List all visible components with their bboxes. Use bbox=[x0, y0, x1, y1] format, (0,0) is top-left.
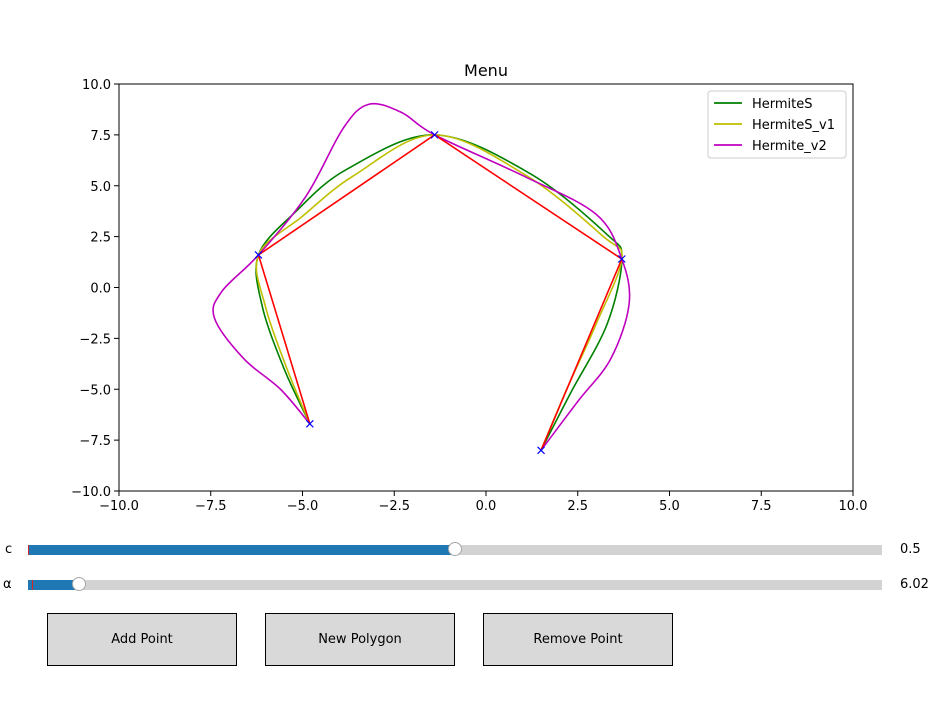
control-polygon bbox=[257, 133, 623, 451]
y-tick-label: −7.5 bbox=[79, 434, 111, 449]
x-tick-label: 10.0 bbox=[839, 499, 868, 514]
control-point-marker bbox=[430, 130, 439, 139]
axes-frame bbox=[118, 83, 854, 492]
y-tick-label: 5.0 bbox=[90, 180, 111, 195]
x-tick-label: 7.5 bbox=[751, 499, 772, 514]
plot-area bbox=[212, 102, 631, 455]
y-tick-label: 10.0 bbox=[82, 78, 111, 93]
slider-alpha-value: 6.02 bbox=[900, 577, 929, 592]
x-tick-label: 0.0 bbox=[476, 499, 497, 514]
marker-stroke bbox=[305, 419, 314, 428]
plot-figure: Menu −10.0 −7.5 −5.0 −2.5 0.0 2.5 5.0 7.5 10.0−1… bbox=[71, 61, 867, 514]
marker-stroke bbox=[254, 251, 263, 259]
legend: HermiteS HermiteS_v1 Hermite_v2 bbox=[707, 90, 847, 159]
x-tick-label: 5.0 bbox=[659, 499, 680, 514]
y-tick-label: 2.5 bbox=[90, 231, 111, 246]
add-point-button[interactable]: Add Point bbox=[47, 613, 237, 666]
slider-c-handle[interactable] bbox=[448, 542, 462, 556]
y-tick-label: −10.0 bbox=[71, 485, 111, 500]
slider-c-fill bbox=[28, 545, 455, 555]
series-line-hermite-v2 bbox=[212, 102, 631, 451]
x-tick-label: −7.5 bbox=[195, 499, 227, 514]
legend-entry: HermiteS bbox=[752, 97, 813, 112]
x-tick-label: 2.5 bbox=[567, 499, 588, 514]
slider-alpha-label: α bbox=[3, 577, 12, 592]
control-point-marker bbox=[537, 446, 545, 455]
x-tick-label: −2.5 bbox=[378, 499, 410, 514]
axis-ticks: −10.0 −7.5 −5.0 −2.5 0.0 2.5 5.0 7.5 10.0 −10.0 −7… bbox=[71, 78, 867, 514]
remove-point-button[interactable]: Remove Point bbox=[483, 613, 673, 666]
marker-stroke bbox=[430, 130, 439, 139]
new-polygon-button[interactable]: New Polygon bbox=[265, 613, 455, 666]
marker-stroke bbox=[537, 446, 545, 455]
legend-box bbox=[707, 90, 847, 159]
control-point-marker bbox=[254, 251, 263, 259]
slider-c-initial-marker bbox=[28, 545, 29, 555]
marker-stroke bbox=[617, 255, 626, 263]
y-tick-label: −2.5 bbox=[79, 332, 111, 347]
x-tick-label: −10.0 bbox=[99, 499, 139, 514]
y-tick-label: 7.5 bbox=[90, 129, 111, 144]
slider-c-value: 0.5 bbox=[900, 542, 921, 557]
y-tick-label: −5.0 bbox=[79, 383, 111, 398]
legend-entry: Hermite_v2 bbox=[752, 139, 827, 154]
slider-alpha-handle[interactable] bbox=[72, 577, 87, 591]
chart-title: Menu bbox=[464, 61, 508, 80]
series-line-hermites bbox=[255, 134, 623, 451]
legend-entry: HermiteS_v1 bbox=[752, 118, 835, 133]
y-tick-label: 0.0 bbox=[90, 282, 111, 297]
slider-alpha[interactable] bbox=[28, 577, 882, 591]
slider-c[interactable] bbox=[28, 542, 882, 556]
slider-c-label: c bbox=[5, 542, 13, 557]
slider-alpha-initial-marker bbox=[32, 580, 34, 590]
x-tick-label: −5.0 bbox=[287, 499, 319, 514]
control-point-marker bbox=[305, 419, 314, 428]
series-line-hermites-v1 bbox=[255, 134, 623, 451]
slider-alpha-fill bbox=[28, 580, 80, 590]
control-point-marker bbox=[617, 255, 626, 263]
